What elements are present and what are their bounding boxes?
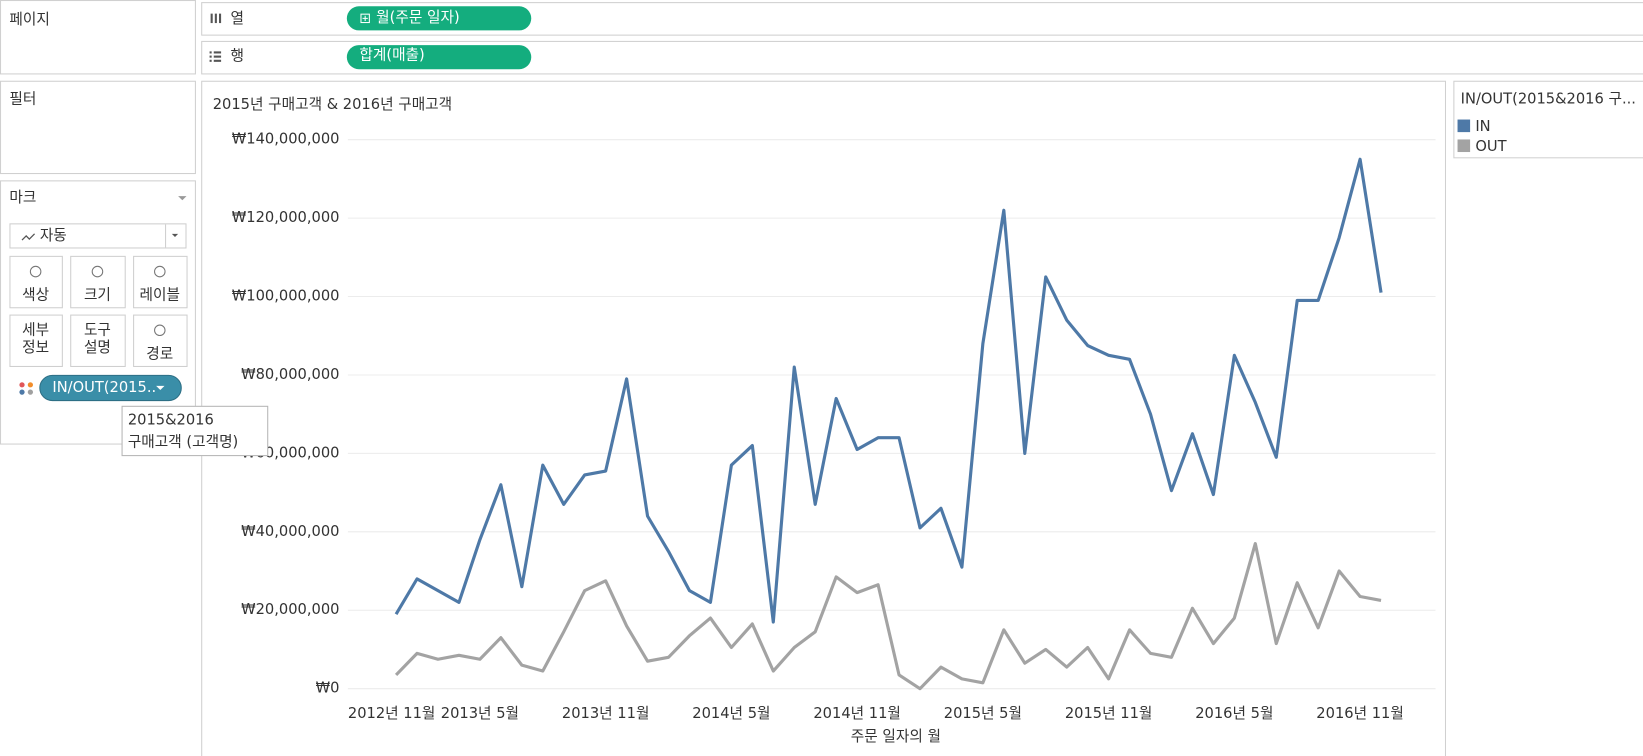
rows-pill[interactable] xyxy=(346,45,532,70)
pill-arrow xyxy=(156,385,165,391)
chart-pane xyxy=(201,80,1447,756)
button-label: 크기 xyxy=(84,287,111,304)
y-tick-label: ₩0 xyxy=(316,680,340,697)
button-label: 정보 xyxy=(22,339,49,356)
pages-label: 페이지 xyxy=(9,11,49,28)
y-tick-label: ₩80,000,000 xyxy=(241,366,339,383)
rows-label: 행 xyxy=(231,48,244,65)
y-tick-label: ₩100,000,000 xyxy=(232,288,340,305)
button-label: 레이블 xyxy=(140,287,180,304)
mark-button[interactable] xyxy=(133,255,188,309)
mark-type-dropdown[interactable] xyxy=(9,223,187,249)
button-label: 경로 xyxy=(146,345,173,362)
columns-label: 열 xyxy=(231,10,244,27)
tooltip-line: 구매고객 (고객명) xyxy=(128,433,238,450)
y-tick-label: ₩140,000,000 xyxy=(232,131,340,148)
color-pill[interactable] xyxy=(39,374,182,402)
tooltip xyxy=(121,405,269,457)
legend-label: OUT xyxy=(1475,138,1506,155)
x-tick-label: 2014년 11월 xyxy=(813,705,901,722)
button-icon xyxy=(29,265,42,278)
x-tick-label: 2012년 11월 xyxy=(348,705,436,722)
legend-label: IN xyxy=(1475,118,1490,135)
x-tick-label: 2016년 11월 xyxy=(1316,705,1404,722)
dropdown-arrow xyxy=(171,233,179,237)
marks-title: 마크 xyxy=(9,189,36,206)
color-pill-label: IN/OUT(2015.. xyxy=(52,379,156,396)
button-label: 세부 xyxy=(22,321,49,338)
filters-label: 필터 xyxy=(9,91,36,108)
columns-icon xyxy=(210,13,222,24)
columns-pill-label: 월(주문 일자) xyxy=(376,9,459,26)
marks-panel xyxy=(0,180,196,445)
y-tick-label: ₩120,000,000 xyxy=(232,209,340,226)
color-dot xyxy=(27,389,34,395)
button-label: 색상 xyxy=(22,287,49,304)
button-icon xyxy=(154,324,166,337)
x-tick-label: 2015년 5월 xyxy=(944,705,1022,722)
x-axis-title: 주문 일자의 월 xyxy=(851,728,941,745)
expand-icon-plus xyxy=(362,15,368,21)
pages-panel xyxy=(0,0,196,75)
x-tick-label: 2016년 5월 xyxy=(1195,705,1273,722)
tooltip-line: 2015&2016 xyxy=(128,411,214,428)
line-series xyxy=(394,542,1382,691)
x-tick-label: 2014년 5월 xyxy=(692,705,770,722)
legend-title: IN/OUT(2015&2016 구... xyxy=(1461,91,1636,108)
mark-button[interactable] xyxy=(70,255,126,309)
y-tick-label: ₩20,000,000 xyxy=(241,601,339,618)
line-icon xyxy=(21,233,36,241)
mark-button[interactable] xyxy=(9,314,63,367)
x-tick-label: 2013년 11월 xyxy=(562,705,650,722)
plot: ₩0₩20,000,000₩40,000,000₩60,000,000₩80,0… xyxy=(232,131,1436,722)
button-label: 설명 xyxy=(84,339,111,356)
color-dot xyxy=(27,382,34,388)
legend: IN OUT xyxy=(1457,118,1507,155)
button-icon xyxy=(91,265,104,278)
line-series xyxy=(394,157,1383,624)
rows-icon xyxy=(209,51,222,62)
expand-icon xyxy=(360,13,370,24)
legend-panel xyxy=(1453,80,1643,159)
x-tick-label: 2015년 11월 xyxy=(1065,705,1153,722)
x-tick-label: 2013년 5월 xyxy=(441,705,519,722)
mark-button[interactable] xyxy=(133,314,188,367)
legend-swatch xyxy=(1457,119,1471,133)
columns-pill[interactable] xyxy=(346,6,532,31)
mark-button[interactable] xyxy=(70,314,126,367)
button-label: 도구 xyxy=(84,321,111,338)
chart-title: 2015년 구매고객 & 2016년 구매고객 xyxy=(213,96,452,113)
filters-panel xyxy=(0,80,196,175)
color-dot xyxy=(19,389,25,395)
mark-type: 자동 xyxy=(40,227,67,244)
color-dot xyxy=(19,382,25,388)
mark-button[interactable] xyxy=(9,255,63,309)
rows-pill-label: 합계(매출) xyxy=(359,47,424,64)
y-tick-label: ₩40,000,000 xyxy=(241,523,339,540)
legend-swatch xyxy=(1457,139,1471,153)
button-icon xyxy=(154,265,166,278)
marks-menu-arrow[interactable] xyxy=(178,196,187,201)
